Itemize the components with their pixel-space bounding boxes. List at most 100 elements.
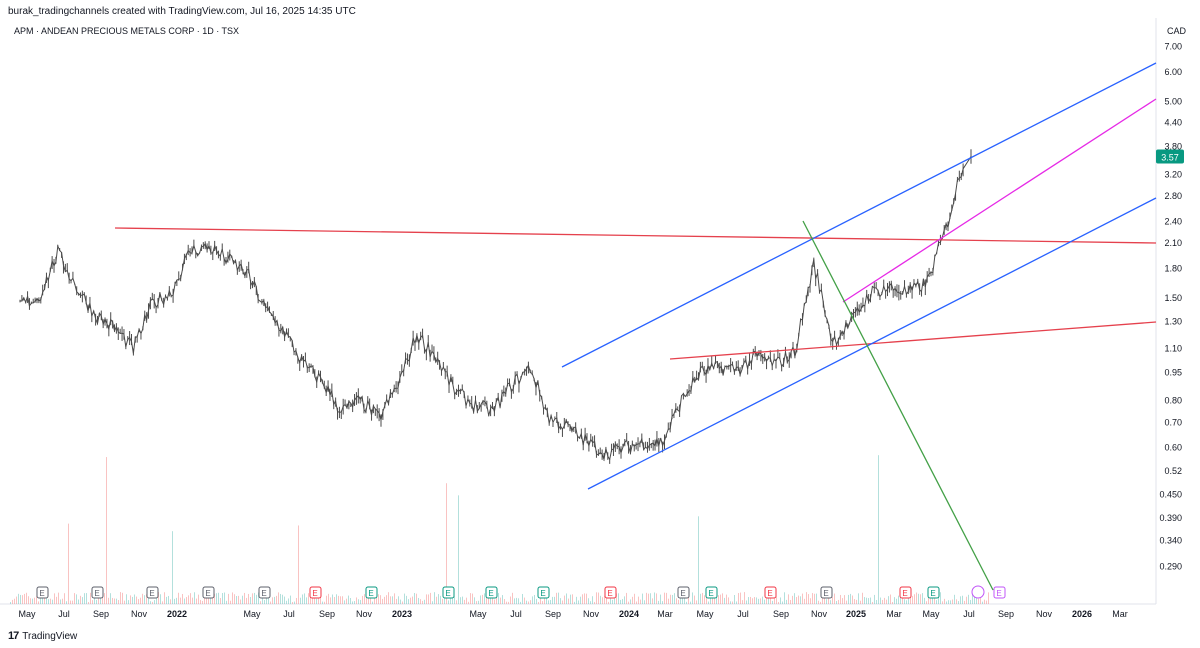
volume-bar: [592, 596, 593, 604]
volume-bar: [280, 593, 281, 604]
volume-bar: [894, 597, 895, 604]
y-tick-label: 0.390: [1159, 513, 1182, 523]
volume-bar: [66, 601, 67, 604]
volume-bar: [444, 595, 445, 604]
volume-bar: [132, 596, 133, 604]
x-tick-label: Nov: [583, 609, 600, 619]
volume-bar: [742, 600, 743, 604]
volume-bar: [586, 593, 587, 604]
symbol-title: APM · ANDEAN PRECIOUS METALS CORP · 1D ·…: [14, 26, 240, 36]
volume-bar: [504, 599, 505, 604]
volume-bar: [636, 601, 637, 604]
volume-bar: [474, 597, 475, 604]
volume-bar: [974, 594, 975, 604]
earnings-marker-icon: [309, 586, 322, 599]
volume-bar: [582, 594, 583, 604]
tradingview-logo-icon: 17: [8, 630, 19, 642]
volume-bar: [400, 599, 401, 604]
volume-bar: [414, 593, 415, 604]
volume-bar: [576, 596, 577, 604]
volume-bar: [358, 599, 359, 604]
volume-bar: [154, 600, 155, 604]
volume-bar: [160, 594, 161, 604]
volume-bar: [402, 601, 403, 604]
volume-bar: [390, 596, 391, 604]
volume-bar: [212, 596, 213, 604]
volume-bar: [880, 597, 881, 604]
volume-bar: [556, 592, 557, 604]
volume-bar: [122, 592, 123, 604]
volume-bar: [184, 598, 185, 604]
x-tick-label: May: [243, 609, 261, 619]
volume-bar: [138, 599, 139, 604]
earnings-marker-label: E: [996, 589, 1001, 598]
volume-bar: [292, 601, 293, 604]
volume-bar: [572, 594, 573, 604]
volume-bar: [410, 597, 411, 604]
last-price-badge: [1156, 149, 1184, 164]
volume-bar: [32, 598, 33, 604]
earnings-marker-label: E: [680, 589, 685, 598]
y-tick-label: 4.40: [1164, 117, 1182, 127]
volume-bar: [140, 597, 141, 604]
volume-bar: [732, 601, 733, 604]
x-tick-label: Sep: [998, 609, 1014, 619]
earnings-marker-label: E: [39, 589, 44, 598]
volume-bar: [550, 599, 551, 604]
volume-bar: [544, 595, 545, 604]
volume-bar: [722, 593, 723, 604]
volume-bar: [338, 595, 339, 604]
volume-bar: [796, 597, 797, 604]
volume-bar: [198, 594, 199, 604]
volume-bar: [678, 599, 679, 604]
x-tick-label: Mar: [657, 609, 673, 619]
volume-bar: [332, 594, 333, 604]
volume-bar: [54, 593, 55, 604]
volume-bar: [60, 599, 61, 604]
volume-bar: [178, 592, 179, 604]
volume-bar: [228, 593, 229, 604]
volume-bar: [764, 599, 765, 604]
volume-bar: [958, 601, 959, 604]
volume-bar: [962, 595, 963, 604]
volume-bar: [804, 598, 805, 604]
volume-bar: [458, 495, 459, 604]
volume-bar: [126, 594, 127, 604]
volume-bar: [916, 592, 917, 604]
volume-bar: [724, 597, 725, 604]
volume-bar: [714, 596, 715, 604]
volume-bar: [396, 598, 397, 604]
volume-bar: [736, 601, 737, 604]
x-tick-label: 2024: [619, 609, 639, 619]
volume-bar: [130, 595, 131, 604]
volume-bar: [726, 594, 727, 604]
volume-bar: [912, 595, 913, 604]
volume-bar: [100, 597, 101, 604]
volume-bar: [842, 598, 843, 604]
volume-bar: [180, 597, 181, 604]
y-tick-label: 2.40: [1164, 216, 1182, 226]
volume-bar: [300, 597, 301, 604]
volume-bar: [682, 595, 683, 604]
x-tick-label: 2022: [167, 609, 187, 619]
volume-bar: [74, 593, 75, 604]
volume-bar: [662, 601, 663, 604]
volume-bar: [168, 595, 169, 604]
volume-bar: [270, 601, 271, 604]
volume-bar: [158, 592, 159, 604]
volume-bar: [204, 595, 205, 604]
volume-bar: [326, 595, 327, 604]
volume-bar: [306, 597, 307, 604]
volume-bar: [976, 593, 977, 604]
volume-bar: [800, 596, 801, 604]
volume-bar: [866, 597, 867, 604]
volume-bar: [770, 597, 771, 604]
earnings-marker-label: E: [312, 589, 317, 598]
volume-bar: [172, 531, 173, 604]
y-tick-label: 0.60: [1164, 443, 1182, 453]
volume-bar: [950, 600, 951, 604]
volume-bar: [246, 597, 247, 604]
volume-bar: [658, 600, 659, 604]
volume-bar: [914, 594, 915, 604]
